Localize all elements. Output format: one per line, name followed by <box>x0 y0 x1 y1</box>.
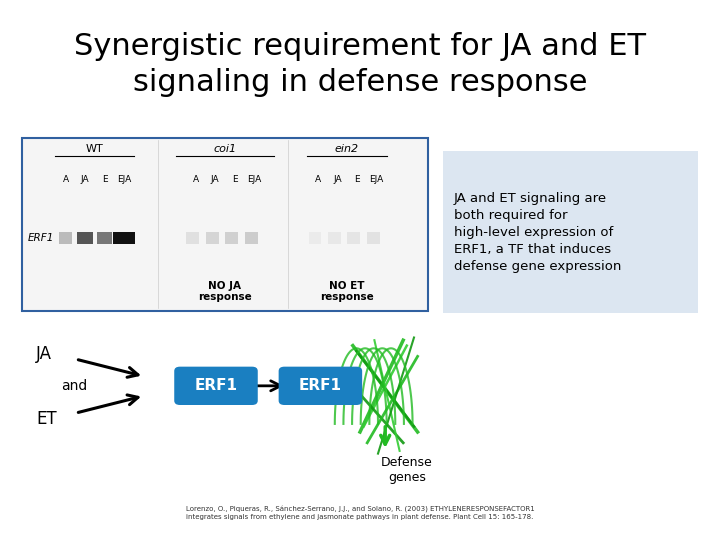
Text: Defense
genes: Defense genes <box>381 456 433 484</box>
Text: A: A <box>315 176 321 184</box>
Text: A: A <box>193 176 199 184</box>
Text: ERF1: ERF1 <box>194 379 238 393</box>
Text: ERF1: ERF1 <box>299 379 342 393</box>
Text: A: A <box>63 176 68 184</box>
Text: E: E <box>232 176 238 184</box>
FancyBboxPatch shape <box>22 138 428 310</box>
Text: NO ET
response: NO ET response <box>320 281 374 302</box>
FancyBboxPatch shape <box>186 232 199 244</box>
Text: EJA: EJA <box>247 176 261 184</box>
FancyBboxPatch shape <box>366 232 380 244</box>
FancyBboxPatch shape <box>113 232 135 244</box>
Text: JA: JA <box>333 176 341 184</box>
Text: ein2: ein2 <box>335 144 359 154</box>
FancyBboxPatch shape <box>225 232 238 244</box>
FancyBboxPatch shape <box>245 232 258 244</box>
FancyBboxPatch shape <box>96 232 112 244</box>
FancyBboxPatch shape <box>443 151 698 313</box>
Text: JA: JA <box>211 176 220 184</box>
FancyBboxPatch shape <box>308 232 322 244</box>
FancyBboxPatch shape <box>59 232 72 244</box>
Text: ERF1: ERF1 <box>27 233 54 243</box>
FancyBboxPatch shape <box>174 367 258 405</box>
Text: NO JA
response: NO JA response <box>198 281 252 302</box>
FancyBboxPatch shape <box>347 232 360 244</box>
Text: JA: JA <box>36 345 52 363</box>
Text: E: E <box>354 176 359 184</box>
FancyBboxPatch shape <box>328 232 341 244</box>
Text: Lorenzo, O., Piqueras, R., Sánchez-Serrano, J.J., and Solano, R. (2003) ETHYLENE: Lorenzo, O., Piqueras, R., Sánchez-Serra… <box>186 506 534 520</box>
Text: JA: JA <box>81 176 89 184</box>
Text: ET: ET <box>36 409 57 428</box>
Text: EJA: EJA <box>369 176 383 184</box>
Text: E: E <box>102 176 107 184</box>
FancyBboxPatch shape <box>206 232 219 244</box>
Text: and: and <box>61 379 87 393</box>
Text: coi1: coi1 <box>213 144 237 154</box>
FancyBboxPatch shape <box>279 367 362 405</box>
Text: WT: WT <box>86 144 104 154</box>
Text: JA and ET signaling are
both required for
high-level expression of
ERF1, a TF th: JA and ET signaling are both required fo… <box>454 192 621 273</box>
Text: EJA: EJA <box>117 176 131 184</box>
Text: Synergistic requirement for JA and ET
signaling in defense response: Synergistic requirement for JA and ET si… <box>74 32 646 97</box>
FancyBboxPatch shape <box>77 232 93 244</box>
